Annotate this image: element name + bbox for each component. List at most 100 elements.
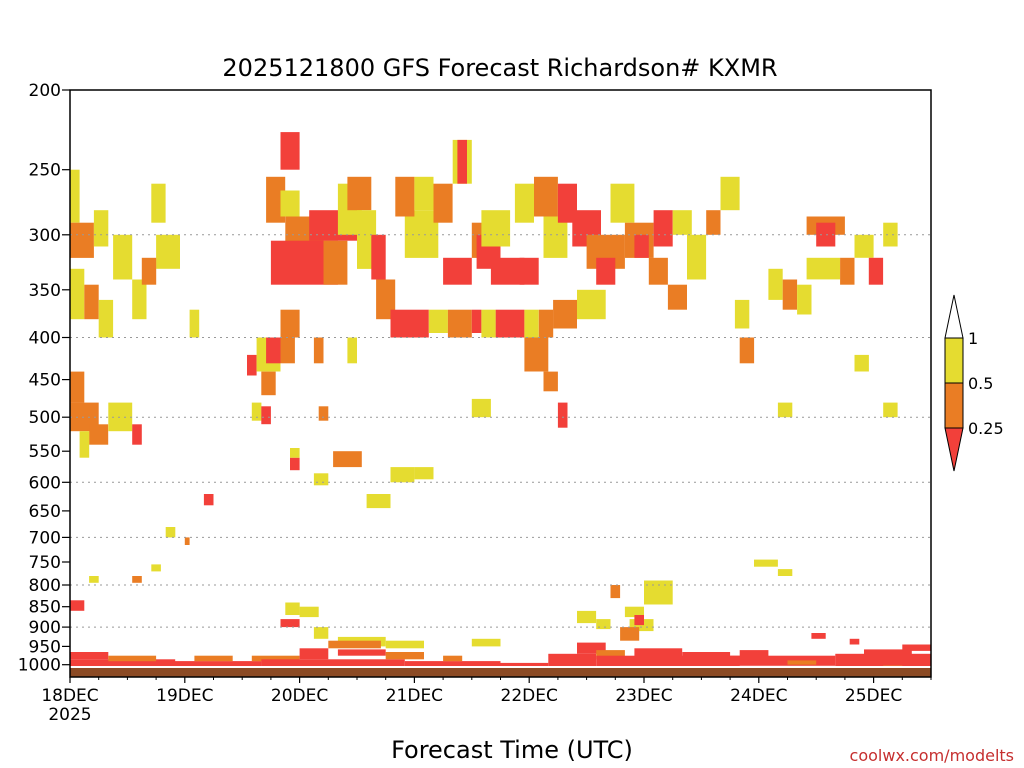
heatmap-cell-114	[299, 606, 319, 618]
heatmap-cell-112	[70, 600, 85, 611]
heatmap-cell-85	[739, 337, 755, 364]
heatmap-cells	[70, 132, 931, 677]
heatmap-cell-32	[414, 176, 434, 211]
heatmap-cell-74	[481, 309, 496, 338]
heatmap-cell-110	[132, 576, 142, 583]
heatmap-cell-105	[414, 467, 434, 480]
y-tick-label-1000: 1000	[18, 656, 61, 676]
heatmap-cell-6	[113, 234, 133, 280]
heatmap-cell-90	[816, 222, 836, 247]
heatmap-cell-133	[70, 659, 176, 667]
x-axis-label: Forecast Time (UTC)	[391, 736, 633, 764]
heatmap-cell-54	[648, 257, 668, 285]
heatmap-cell-16	[132, 424, 142, 445]
heatmap-cell-51	[634, 234, 649, 258]
heatmap-cell-33	[433, 183, 453, 223]
heatmap-cell-57	[706, 210, 721, 235]
legend-swatch-0.5-1	[944, 337, 964, 384]
heatmap-cell-136	[165, 661, 262, 667]
heatmap-cell-129	[754, 559, 778, 567]
heatmap-cell-35	[457, 139, 467, 184]
x-tick-label-72: 21DEC	[386, 686, 443, 706]
y-tick-label-300: 300	[29, 226, 61, 246]
heatmap-cell-12	[70, 371, 85, 403]
heatmap-cell-152	[730, 655, 836, 666]
heatmap-cell-146	[548, 653, 597, 667]
heatmap-cell-142	[385, 652, 424, 660]
heatmap-cell-101	[333, 451, 362, 468]
heatmap-cell-29	[376, 279, 396, 320]
heatmap-cell-45	[557, 183, 577, 223]
y-tick-label-900: 900	[29, 618, 61, 638]
y-tick-label-550: 550	[29, 442, 61, 462]
heatmap-cell-122	[644, 580, 673, 605]
heatmap-cell-83	[471, 398, 491, 418]
heatmap-cell-94	[868, 257, 884, 285]
heatmap-cell-116	[313, 627, 329, 639]
heatmap-cell-109	[151, 564, 161, 572]
x-tick-label-24: 19DEC	[156, 686, 213, 706]
x-tick-label-0: 18DEC	[41, 686, 98, 706]
heatmap-cell-28	[371, 234, 386, 280]
legend-label-2: 0.25	[968, 419, 1004, 438]
heatmap-cell-59	[280, 309, 300, 338]
heatmap-cell-128	[610, 585, 621, 599]
heatmap-cell-30	[404, 210, 439, 258]
y-tick-label-400: 400	[29, 329, 61, 349]
heatmap-cell-131	[811, 633, 826, 639]
heatmap-cell-138	[251, 655, 300, 662]
heatmap-cell-69	[347, 337, 357, 364]
heatmap-cell-72	[447, 309, 472, 338]
y-tick-label-650: 650	[29, 502, 61, 522]
x-tick-label-144: 24DEC	[730, 686, 787, 706]
heatmap-cell-132	[849, 638, 860, 645]
heatmap-cell-15	[108, 402, 133, 432]
heatmap-cell-120	[471, 638, 501, 647]
heatmap-cell-111	[89, 576, 99, 583]
heatmap-cell-118	[328, 640, 381, 649]
heatmap-cell-80	[577, 289, 606, 320]
heatmap-cell-68	[318, 406, 329, 421]
heatmap-cell-137	[194, 655, 233, 662]
heatmap-cell-48	[596, 257, 616, 285]
heatmap-cell-4	[84, 284, 99, 320]
heatmap-cell-77	[538, 309, 554, 338]
x-tick-label-48: 20DEC	[271, 686, 328, 706]
heatmap-cell-104	[390, 467, 415, 483]
heatmap-cell-3	[70, 268, 85, 320]
heatmap-cell-19	[266, 176, 286, 223]
heatmap-cell-115	[280, 619, 300, 628]
heatmap-cell-26	[347, 176, 372, 211]
heatmap-cell-100	[290, 448, 300, 458]
y-tick-label-850: 850	[29, 598, 61, 618]
y-tick-label-250: 250	[29, 161, 61, 181]
heatmap-cell-125	[634, 615, 644, 626]
heatmap-cell-150	[634, 648, 683, 657]
heatmap-cell-106	[203, 494, 214, 506]
heatmap-cell-108	[184, 537, 190, 545]
heatmap-cell-71	[428, 309, 448, 333]
y-tick-label-200: 200	[29, 81, 61, 101]
heatmap-cell-56	[687, 234, 707, 280]
heatmap-cell-14	[89, 424, 109, 445]
heatmap-cell-43	[534, 176, 558, 217]
legend-swatch-below-0.25	[944, 427, 964, 472]
heatmap-cell-10	[141, 257, 157, 285]
legend: 1 0.5 0.25	[944, 294, 1004, 472]
heatmap-cell-53	[672, 210, 692, 235]
heatmap-cell-91	[806, 257, 841, 280]
heatmap-cell-0	[70, 169, 80, 223]
y-tick-label-750: 750	[29, 553, 61, 573]
heatmap-cell-96	[854, 354, 869, 372]
legend-label-0: 1	[968, 329, 978, 348]
heatmap-cell-97	[777, 402, 793, 418]
heatmap-cell-7	[132, 279, 147, 320]
heatmap-cell-49	[610, 183, 635, 223]
heatmap-cell-95	[883, 222, 898, 247]
heatmap-cell-64	[261, 371, 276, 396]
y-tick-label-700: 700	[29, 528, 61, 548]
heatmap-cell-88	[797, 284, 812, 315]
heatmap-cell-55	[667, 284, 687, 310]
